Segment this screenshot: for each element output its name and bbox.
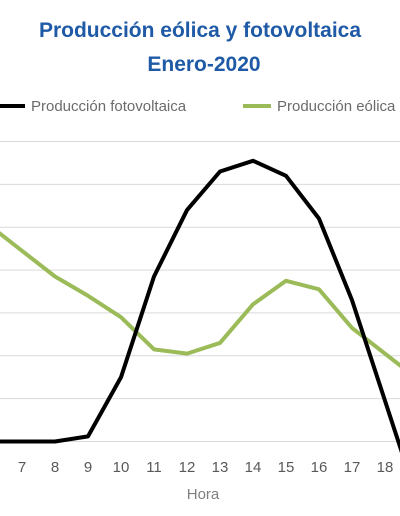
legend: Producción fotovoltaica Producción eólica [0,98,396,115]
x-tick-label: 18 [377,459,394,476]
x-tick-label: 16 [311,459,328,476]
chart-title: Producción eólica y fotovoltaica [39,19,361,42]
x-tick-label: 7 [18,459,26,476]
x-tick-label: 12 [179,459,196,476]
x-tick-label: 13 [212,459,229,476]
x-tick-label: 10 [113,459,130,476]
legend-label: Producción fotovoltaica [31,98,187,115]
x-tick-label: 11 [146,459,162,476]
gridlines [0,141,400,442]
x-axis-tick-labels: 7 8 9 10 11 12 13 14 15 16 17 18 [18,459,394,476]
x-tick-label: 15 [278,459,295,476]
series-line-fotovoltaica [0,158,400,453]
x-tick-label: 9 [84,459,92,476]
legend-label: Producción eólica [277,98,396,115]
chart-subtitle: Enero-2020 [147,53,260,76]
x-axis-title: Hora [187,486,220,503]
series-lines [0,158,400,453]
x-tick-label: 14 [245,459,262,476]
x-tick-label: 8 [51,459,59,476]
x-tick-label: 17 [344,459,361,476]
series-line-eolica [0,231,400,368]
